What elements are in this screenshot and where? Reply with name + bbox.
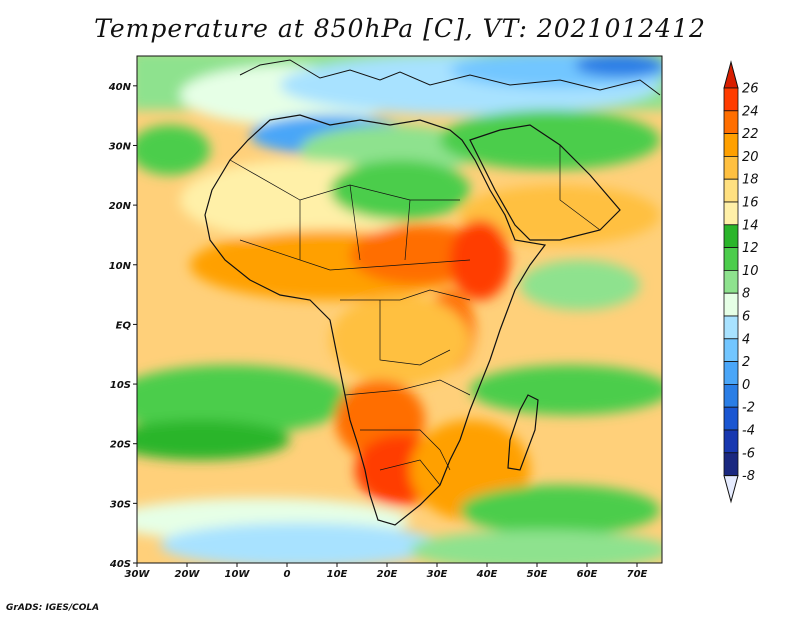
colorbar-bin <box>723 292 739 317</box>
colorbar-bin <box>723 429 739 454</box>
lat-label: 20N <box>109 201 132 212</box>
colorbar-level-label: 24 <box>742 104 759 119</box>
colorbar-level-label: 18 <box>742 173 759 188</box>
colorbar-bin <box>723 201 739 226</box>
colorbar-bottom-arrow <box>723 475 739 504</box>
grads-credit: GrADS: IGES/COLA <box>6 603 100 613</box>
map-frame <box>136 55 663 564</box>
coastline-arabia <box>469 124 621 241</box>
colorbar-bin <box>723 133 739 157</box>
colorbar-bin <box>723 178 739 203</box>
colorbar-level-label: 2 <box>742 355 750 370</box>
colorbar-bin <box>723 406 739 431</box>
colorbar-bin <box>723 87 739 112</box>
lat-label: 40S <box>109 559 131 570</box>
colorbar-bin <box>723 247 739 271</box>
colorbar-bin <box>723 452 739 476</box>
lon-label: 40E <box>476 569 498 580</box>
country-borders <box>229 145 601 486</box>
lon-label: 10W <box>225 569 251 580</box>
lon-label: 70E <box>627 569 648 580</box>
map-title: Temperature at 850hPa [C], VT: 202101241… <box>94 14 706 43</box>
colorbar-level-label: 4 <box>742 332 750 347</box>
colorbar-level-label: 20 <box>742 150 759 165</box>
colorbar-level-label: 8 <box>742 287 750 302</box>
colorbar-level-label: -4 <box>742 424 755 439</box>
axis-ticks: 30W 20W 10W 0 10E 20E 30E 40E 50E 60E 70E 40N 30N 20N… <box>108 82 648 580</box>
colorbar-bin <box>723 155 739 180</box>
colorbar-level-label: 10 <box>742 264 759 279</box>
colorbar-level-label: -6 <box>742 446 755 461</box>
colorbar-level-label: 16 <box>742 196 759 211</box>
lat-label: 40N <box>108 82 132 93</box>
colorbar-top-arrow <box>723 60 739 89</box>
colorbar-level-label: 12 <box>742 241 759 256</box>
lon-label: 10E <box>327 569 348 580</box>
lon-label: 60E <box>577 569 598 580</box>
colorbar-level-label: 26 <box>742 82 759 97</box>
colorbar-bin <box>723 224 739 249</box>
colorbar-bin <box>723 269 739 294</box>
lat-label: 30S <box>110 499 131 510</box>
colorbar-bin <box>723 383 739 408</box>
colorbar-level-label: 14 <box>742 218 759 233</box>
colorbar-level-label: 22 <box>742 127 759 142</box>
coastline-madagascar <box>507 394 539 471</box>
colorbar-level-label: 6 <box>742 310 750 325</box>
colorbar-bin <box>723 315 739 340</box>
lon-label: 50E <box>527 569 548 580</box>
lon-label: 20W <box>175 569 201 580</box>
coastline-europe <box>239 59 661 96</box>
lat-label: 20S <box>110 440 131 451</box>
lon-label: 0 <box>284 569 291 580</box>
lat-label: 10N <box>109 261 132 272</box>
lon-label: 30E <box>427 569 448 580</box>
colorbar-bin <box>723 338 739 362</box>
lon-label: 30W <box>125 569 151 580</box>
coastline <box>204 114 547 526</box>
colorbar-level-label: 0 <box>742 378 750 393</box>
colorbar-bin <box>723 110 739 135</box>
lat-label: EQ <box>116 320 132 331</box>
colorbar-level-label: -8 <box>742 469 755 484</box>
lat-label: 30N <box>109 141 132 152</box>
temperature-field <box>137 56 662 563</box>
lon-label: 20E <box>377 569 398 580</box>
lat-label: 10S <box>110 380 131 391</box>
colorbar-level-label: -2 <box>742 401 755 416</box>
colorbar-bin <box>723 361 739 385</box>
